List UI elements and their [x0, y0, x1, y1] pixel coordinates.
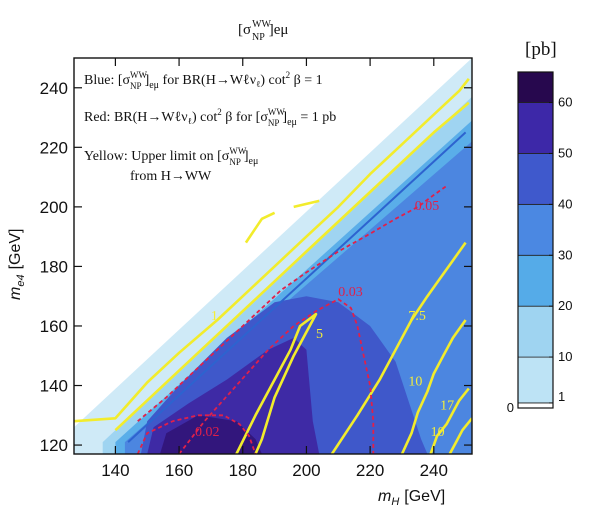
contour-labels: 1 5 7.5 10 17 10 0.02 0.03 0.05: [195, 199, 454, 440]
x-tick-label: 140: [101, 461, 129, 480]
yellow-label-5: 7.5: [408, 309, 426, 324]
colorbar-unit: [pb]: [525, 39, 557, 60]
red-contour-1: [178, 298, 375, 454]
contour-lines: [74, 77, 472, 454]
contour-fill-50-60: [160, 415, 262, 454]
yellow-contour-4: [235, 312, 318, 454]
y-tick-label: 160: [40, 317, 68, 336]
red-label-2: 0.05: [415, 199, 440, 214]
red-label-1: 0.03: [338, 285, 363, 300]
yellow-contour-3: [293, 199, 320, 209]
chart-title: [σWW NP]eμ: [238, 19, 288, 43]
colorbar-segment-0: [517, 402, 554, 409]
y-tick-label: 200: [40, 198, 68, 217]
red-contour-0: [136, 414, 257, 454]
colorbar-segment-4: [517, 203, 554, 256]
y-tick-label: 180: [40, 257, 68, 276]
colorbar-frame: [517, 71, 554, 409]
colorbar-tick-label: 40: [558, 196, 572, 211]
y-tick-label: 140: [40, 377, 68, 396]
contour-fills: [74, 58, 472, 454]
colorbar: 0 1 10 20 30 40 50 60: [507, 71, 572, 415]
blue-band-line: [127, 131, 467, 443]
annotation-blue: Blue: [σWW NP]eμ for BR(H→Wℓνℓ) cot2 β = …: [84, 70, 323, 91]
y-tick-label: 240: [40, 79, 68, 98]
axis-ticks: 140 160 180 200 220 240 120 140 160 180 200 220 240: [40, 58, 472, 480]
colorbar-tick-label: 20: [558, 298, 572, 313]
yellow-contour-2: [244, 211, 276, 244]
yellow-label-0: 1: [211, 309, 218, 324]
colorbar-tick-label: 10: [558, 349, 572, 364]
y-tick-label: 220: [40, 138, 68, 157]
yellow-contour-0: [74, 77, 470, 423]
red-label-0: 0.02: [195, 425, 220, 440]
y-axis-label: me4[GeV]: [7, 229, 27, 300]
x-axis-label: mH [GeV]: [378, 488, 445, 508]
yellow-contour-1: [114, 101, 470, 432]
colorbar-segment-7: [517, 71, 554, 103]
x-tick-label: 200: [292, 461, 320, 480]
yellow-label-4: 5: [316, 327, 323, 342]
yellow-label-7: 17: [440, 398, 454, 413]
yellow-contour-8: [448, 417, 472, 454]
y-tick-label: 120: [40, 436, 68, 455]
yellow-contour-5: [330, 241, 467, 454]
colorbar-segment-6: [517, 102, 554, 154]
x-tick-label: 240: [420, 461, 448, 480]
yellow-label-8: 10: [431, 425, 445, 440]
x-tick-label: 180: [229, 461, 257, 480]
colorbar-tick-label: 1: [558, 389, 565, 404]
colorbar-tick-label: 0: [507, 400, 514, 415]
colorbar-segment-3: [517, 254, 554, 307]
red-contour-2: [137, 185, 448, 422]
plot-frame: [73, 57, 473, 455]
colorbar-tick-label: 60: [558, 95, 572, 110]
colorbar-tick-label: 50: [558, 145, 572, 160]
yellow-label-6: 10: [408, 375, 422, 390]
annotation-yellow: Yellow: Upper limit on [σWW NP]eμ: [84, 146, 258, 167]
colorbar-segment-1: [517, 356, 554, 404]
x-tick-label: 160: [165, 461, 193, 480]
colorbar-tick-label: 30: [558, 247, 572, 262]
annotation-yellow-line2: from H→WW: [130, 169, 212, 184]
yellow-contour-7: [429, 387, 470, 454]
x-tick-label: 220: [356, 461, 384, 480]
colorbar-segment-5: [517, 153, 554, 205]
colorbar-segment-2: [517, 305, 554, 358]
annotation-red: Red: BR(H→Wℓνℓ) cot2 β for [σWW NP]eμ = 1…: [84, 107, 336, 128]
yellow-contour-6: [400, 319, 467, 454]
